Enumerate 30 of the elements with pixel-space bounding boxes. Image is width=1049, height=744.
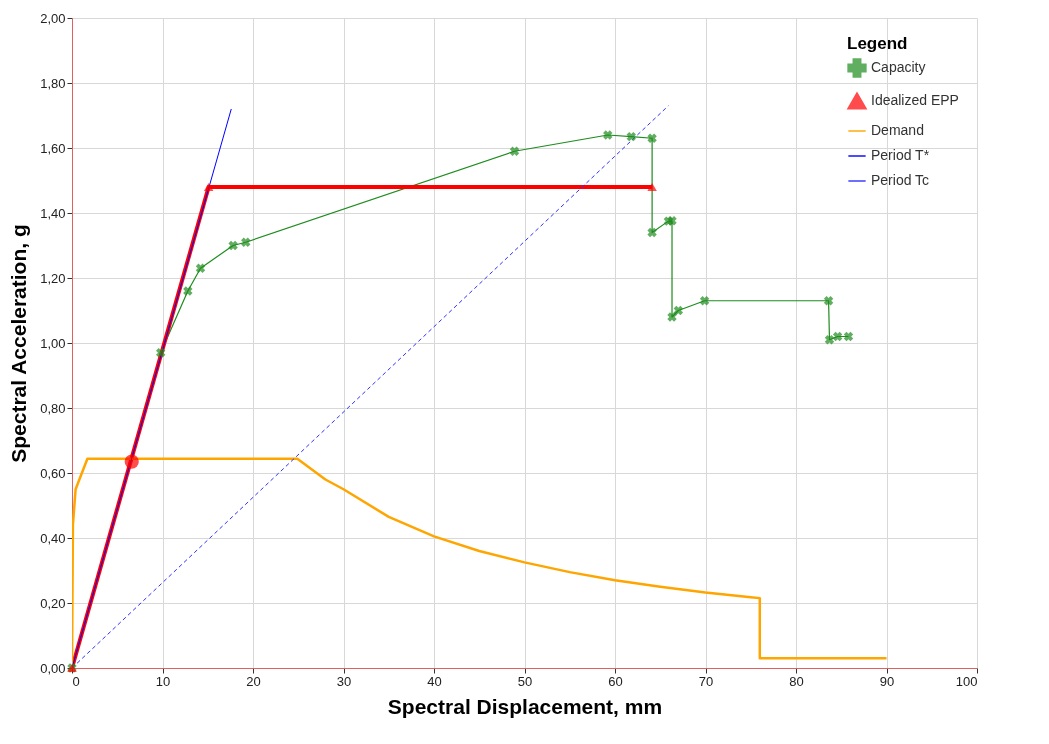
y-axis-title: Spectral Acceleration, g [7,224,31,463]
y-tick-label: 1,80 [40,75,66,91]
x-tick-label: 70 [698,673,714,689]
x-axis-title: Spectral Displacement, mm [387,694,663,718]
y-tick-label: 0,60 [40,465,66,481]
x-tick-label: 20 [246,673,261,689]
x-tick-label: 40 [427,673,442,689]
legend-label: Period T* [871,147,930,163]
y-tick-label: 1,40 [40,205,66,221]
x-tick-label: 10 [155,673,171,689]
x-tick-label: 100 [955,673,978,689]
legend-label: Capacity [871,59,926,75]
legend-title: Legend [847,34,908,53]
x-tick-label: 90 [879,673,895,689]
x-tick-label: 80 [789,673,804,689]
y-tick-label: 0,80 [40,400,66,416]
x-tick-label: 60 [608,673,623,689]
y-tick-label: 1,60 [40,140,66,156]
legend-label: Idealized EPP [871,92,959,108]
y-tick-label: 0,40 [40,530,66,546]
y-tick-label: 0,00 [40,660,66,676]
legend-label: Period Tc [871,172,930,188]
x-tick-label: 50 [517,673,533,689]
legend-label: Demand [871,122,924,138]
x-tick-label: 0 [72,673,80,689]
y-tick-label: 1,20 [40,270,66,286]
y-tick-label: 0,20 [40,595,66,611]
x-tick-label: 30 [336,673,352,689]
y-tick-label: 1,00 [40,335,66,351]
y-tick-label: 2,00 [40,10,66,26]
